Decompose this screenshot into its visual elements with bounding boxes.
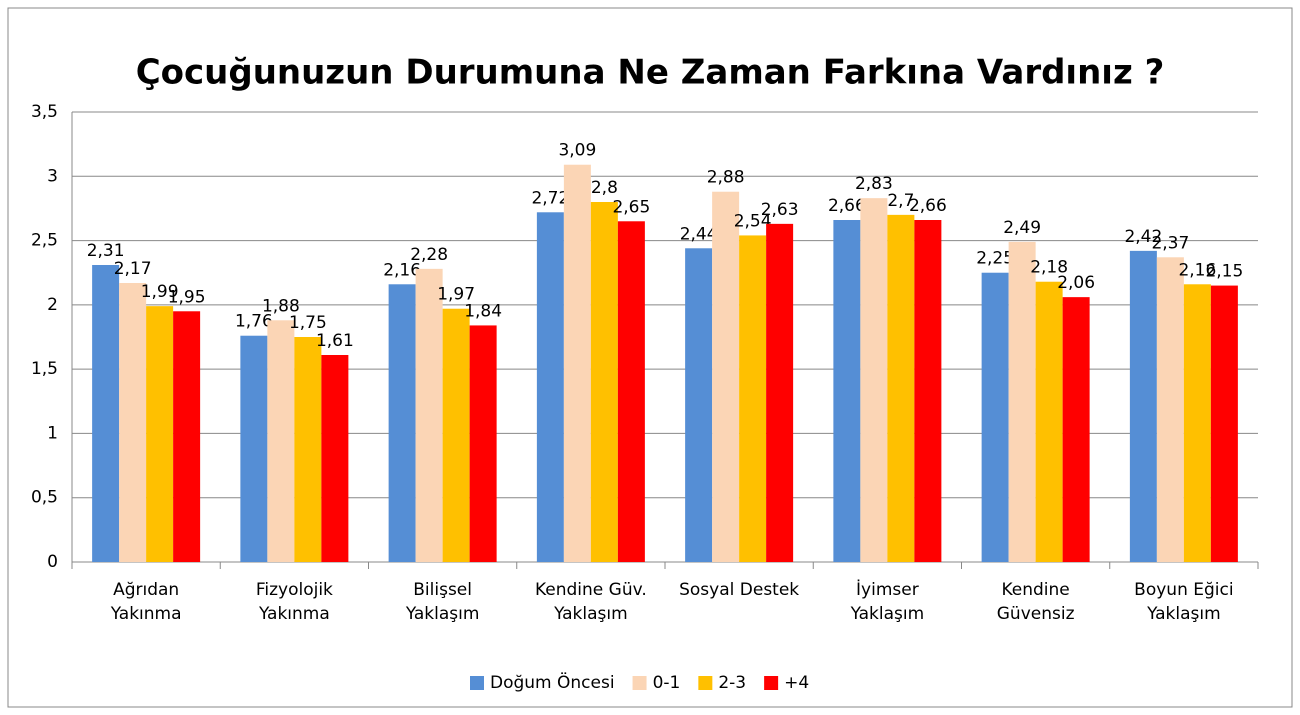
chart-title: Çocuğunuzun Durumuna Ne Zaman Farkına Va… bbox=[136, 53, 1165, 93]
data-label: 1,99 bbox=[141, 282, 179, 302]
bar bbox=[415, 268, 443, 562]
data-label: 2,66 bbox=[909, 196, 947, 216]
data-label: 2,28 bbox=[410, 245, 448, 265]
bar bbox=[685, 248, 713, 563]
y-tick-label: 3 bbox=[47, 166, 58, 186]
bar bbox=[1183, 284, 1211, 562]
data-label: 1,75 bbox=[289, 313, 327, 333]
bar bbox=[1210, 285, 1238, 562]
data-label: 2,7 bbox=[887, 191, 914, 211]
x-tick-label: Kendine Güv. Yaklaşım bbox=[534, 580, 647, 624]
data-label: 2,25 bbox=[976, 249, 1014, 269]
y-tick-label: 1 bbox=[47, 423, 58, 443]
legend-swatch bbox=[698, 676, 713, 690]
y-tick-label: 0 bbox=[47, 552, 58, 572]
data-label: 2,31 bbox=[87, 241, 125, 261]
legend-label: +4 bbox=[784, 673, 809, 693]
bar bbox=[1035, 281, 1063, 562]
bar bbox=[119, 283, 147, 562]
data-label: 2,8 bbox=[591, 178, 618, 198]
bar bbox=[1156, 257, 1184, 562]
bar bbox=[887, 214, 915, 562]
legend-label: 2-3 bbox=[718, 673, 746, 693]
x-tick-label: Kendine Güvensiz bbox=[996, 580, 1075, 624]
bar bbox=[1062, 297, 1090, 562]
data-label: 2,66 bbox=[828, 196, 866, 216]
bar bbox=[739, 235, 767, 562]
data-label: 1,61 bbox=[316, 331, 354, 351]
bar bbox=[617, 221, 645, 563]
bar bbox=[981, 272, 1009, 562]
data-label: 2,72 bbox=[531, 188, 569, 208]
bar bbox=[536, 212, 564, 563]
y-tick-label: 0,5 bbox=[31, 488, 58, 508]
data-label: 2,16 bbox=[383, 260, 421, 280]
data-label: 1,76 bbox=[235, 312, 273, 332]
data-label: 1,84 bbox=[464, 301, 502, 321]
data-label: 1,97 bbox=[437, 285, 475, 305]
y-tick-label: 1,5 bbox=[31, 359, 58, 379]
data-label: 1,95 bbox=[168, 287, 206, 307]
bar bbox=[590, 202, 618, 562]
legend-swatch bbox=[632, 676, 647, 690]
y-tick-label: 2 bbox=[47, 295, 58, 315]
legend-label: 0-1 bbox=[653, 673, 681, 693]
data-label: 2,88 bbox=[707, 168, 745, 188]
data-label: 2,42 bbox=[1124, 227, 1162, 247]
data-label: 2,44 bbox=[680, 224, 718, 244]
bar bbox=[860, 198, 888, 562]
bar bbox=[267, 320, 295, 562]
data-label: 2,65 bbox=[612, 197, 650, 217]
data-label: 2,18 bbox=[1030, 258, 1068, 278]
x-tick-label: Ağrıdan Yakınma bbox=[110, 580, 182, 624]
data-label: 2,37 bbox=[1151, 233, 1189, 253]
bar bbox=[442, 308, 470, 562]
legend-swatch bbox=[764, 676, 779, 690]
data-label: 1,88 bbox=[262, 296, 300, 316]
legend-label: Doğum Öncesi bbox=[490, 671, 615, 693]
data-label: 2,06 bbox=[1057, 273, 1095, 293]
bar bbox=[914, 220, 942, 562]
bar bbox=[92, 265, 120, 562]
data-label: 2,16 bbox=[1178, 260, 1216, 280]
bar bbox=[1129, 250, 1157, 562]
bar bbox=[173, 311, 201, 562]
bar bbox=[766, 223, 794, 562]
bar bbox=[563, 164, 591, 562]
x-tick-label: İyimser Yaklaşım bbox=[850, 580, 925, 624]
bar bbox=[240, 335, 268, 562]
bar bbox=[469, 325, 497, 562]
bar bbox=[294, 337, 322, 562]
data-label: 2,49 bbox=[1003, 218, 1041, 238]
bar bbox=[1008, 241, 1036, 562]
bar bbox=[833, 220, 861, 562]
data-label: 2,17 bbox=[114, 259, 152, 279]
bar bbox=[146, 306, 174, 562]
bar bbox=[321, 355, 349, 562]
data-label: 2,83 bbox=[855, 174, 893, 194]
x-tick-label: Fizyolojik Yakınma bbox=[255, 580, 333, 624]
x-tick-label: Boyun Eğici Yaklaşım bbox=[1134, 580, 1234, 624]
bar bbox=[712, 191, 740, 562]
y-tick-label: 3,5 bbox=[31, 102, 58, 122]
data-label: 2,15 bbox=[1205, 262, 1243, 282]
bar bbox=[388, 284, 416, 562]
x-tick-label: Sosyal Destek bbox=[679, 580, 800, 600]
data-label: 2,54 bbox=[734, 211, 772, 231]
x-tick-label: Bilişsel Yaklaşım bbox=[405, 580, 480, 624]
data-label: 2,63 bbox=[761, 200, 799, 220]
data-label: 3,09 bbox=[558, 141, 596, 161]
legend-swatch bbox=[470, 676, 484, 690]
y-tick-label: 2,5 bbox=[31, 231, 58, 251]
